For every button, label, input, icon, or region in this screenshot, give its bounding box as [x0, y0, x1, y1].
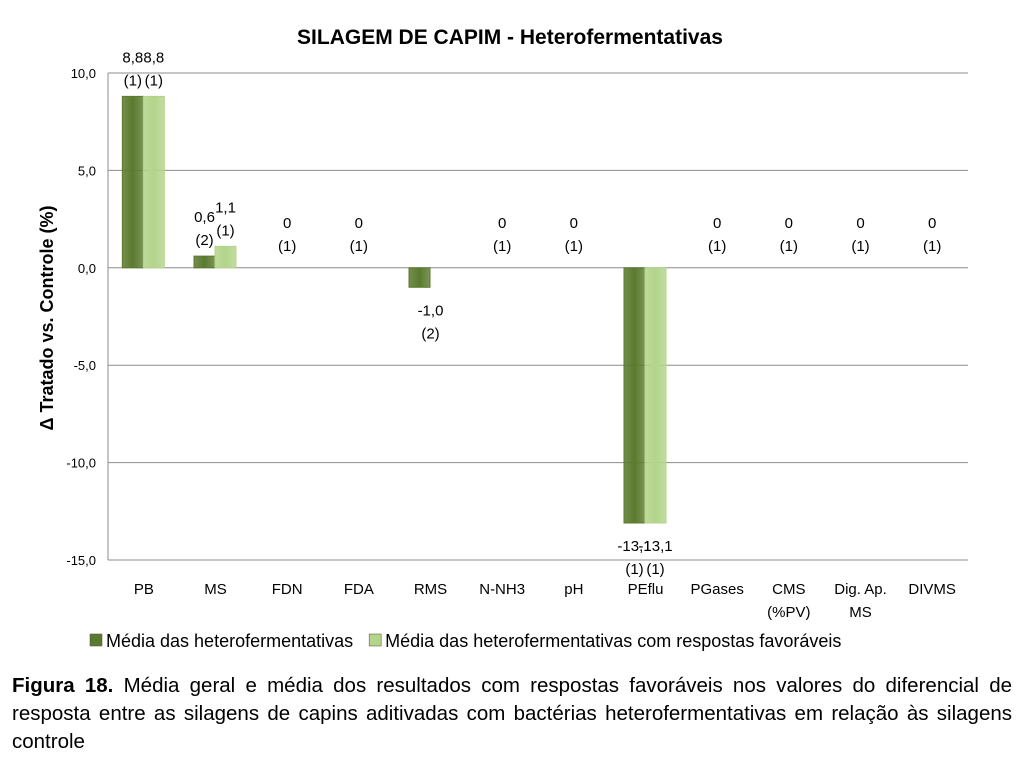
data-label: 0 [856, 215, 864, 232]
y-tick-label: -15,0 [66, 553, 96, 568]
x-tick-label: PGases [690, 581, 743, 598]
caption-text: Média geral e média dos resultados com r… [12, 674, 1012, 753]
data-label: (1) [278, 238, 296, 255]
x-tick-label: (%PV) [767, 604, 810, 621]
gridlines [107, 72, 968, 561]
data-label: 0 [283, 215, 291, 232]
data-label: (1) [145, 72, 163, 89]
x-tick-label: MS [849, 604, 872, 621]
data-label: -13,1 [638, 538, 672, 555]
x-tick-labels: PB MS FDN FDA RMS N-NH3 pH PEflu PGases CMS (%PV) D… [134, 581, 956, 621]
y-tick-label: -5,0 [74, 358, 96, 373]
bar [214, 245, 237, 269]
y-tick-label: 5,0 [78, 163, 96, 178]
bar [408, 267, 431, 288]
data-label: (1) [625, 561, 643, 578]
data-label: (1) [565, 238, 583, 255]
bars [121, 95, 667, 524]
x-tick-label: PEflu [628, 581, 664, 598]
y-tick-label: 0,0 [78, 261, 96, 276]
data-label: (1) [851, 238, 869, 255]
data-label: 0 [785, 215, 793, 232]
x-tick-label: FDA [344, 581, 374, 598]
data-label: 0,6 [194, 209, 215, 226]
data-label: (1) [646, 561, 664, 578]
y-tick-labels: 10,0 5,0 0,0 -5,0 -10,0 -15,0 [66, 66, 96, 568]
x-tick-label: N-NH3 [479, 581, 525, 598]
bar [142, 95, 165, 269]
bar [193, 255, 216, 269]
x-tick-label: RMS [414, 581, 447, 598]
x-tick-label: PB [134, 581, 154, 598]
bar [623, 267, 646, 524]
y-tick-label: -10,0 [66, 456, 96, 471]
data-label: (2) [421, 325, 439, 342]
data-label: -13,1 [617, 538, 651, 555]
data-label: 0 [498, 215, 506, 232]
legend: Média das heterofermentativas Média das h… [89, 631, 841, 651]
data-label: 0 [355, 215, 363, 232]
data-label: (1) [350, 238, 368, 255]
legend-label: Média das heterofermentativas [106, 631, 353, 651]
data-label: (1) [780, 238, 798, 255]
y-tick-label: 10,0 [71, 66, 96, 81]
caption-label: Figura 18. [12, 674, 114, 697]
data-label: (2) [195, 232, 213, 249]
data-label: (1) [708, 238, 726, 255]
data-label: (1) [923, 238, 941, 255]
data-label: 0 [928, 215, 936, 232]
data-label: 0 [570, 215, 578, 232]
bar [121, 95, 144, 269]
x-tick-label: pH [564, 581, 583, 598]
x-tick-label: DIVMS [908, 581, 956, 598]
data-label: (1) [493, 238, 511, 255]
legend-swatch [89, 633, 103, 647]
data-label: -1,0 [418, 302, 444, 319]
data-label: (1) [124, 72, 142, 89]
figure-caption: Figura 18. Média geral e média dos resul… [12, 672, 1012, 756]
data-label: 8,8 [143, 49, 164, 66]
legend-label: Média das heterofermentativas com respos… [385, 631, 841, 651]
x-tick-label: CMS [772, 581, 805, 598]
x-tick-label: FDN [272, 581, 303, 598]
data-label: 0 [713, 215, 721, 232]
data-label: 8,8 [122, 49, 143, 66]
x-tick-label: MS [204, 581, 227, 598]
chart-title: SILAGEM DE CAPIM - Heterofermentativas [297, 26, 723, 49]
y-axis-label: Δ Tratado vs. Controle (%) [37, 206, 57, 431]
bar [644, 267, 667, 524]
legend-swatch [368, 633, 382, 647]
chart: SILAGEM DE CAPIM - Heterofermentativas Δ… [37, 26, 968, 651]
data-label: 1,1 [215, 199, 236, 216]
data-label: (1) [216, 222, 234, 239]
x-tick-label: Dig. Ap. [834, 581, 887, 598]
data-labels: 8,8(1)8,8(1)0,6(2)1,1(1) 0(1)0(1)-1,0(2)0… [122, 49, 941, 578]
